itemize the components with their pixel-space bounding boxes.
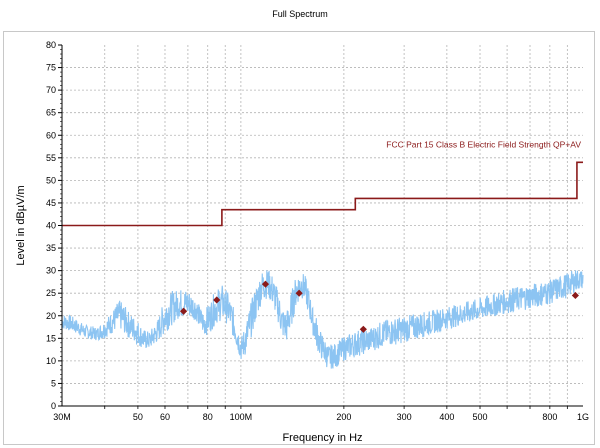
y-tick-label: 30 [46, 266, 56, 276]
y-tick-label: 60 [46, 130, 56, 140]
y-tick-label: 75 [46, 63, 56, 73]
x-tick-label: 50 [133, 412, 143, 422]
peak-marker [213, 296, 221, 304]
y-tick-label: 0 [51, 401, 56, 411]
y-tick-label: 35 [46, 243, 56, 253]
peak-marker [261, 280, 270, 288]
x-tick-label: 300 [397, 412, 412, 422]
limit-line [62, 161, 583, 227]
spectrum-trace [61, 270, 584, 369]
x-tick-label: 100M [230, 412, 253, 422]
peak-marker [571, 291, 579, 300]
y-axis-label: Level in dBµV/m [15, 185, 27, 265]
x-tick-label: 400 [439, 412, 454, 422]
y-tick-label: 20 [46, 311, 56, 321]
y-tick-label: 80 [46, 40, 56, 50]
chart-title: Full Spectrum [272, 9, 328, 19]
y-tick-label: 50 [46, 175, 56, 185]
x-axis-label: Frequency in Hz [282, 432, 362, 444]
x-tick-label: 800 [542, 412, 557, 422]
y-tick-label: 15 [46, 333, 56, 343]
limit-label: FCC Part 15 Class B Electric Field Stren… [386, 139, 581, 149]
axes [58, 44, 583, 409]
spectrum-series [61, 270, 584, 369]
y-tick-label: 40 [46, 221, 56, 231]
peak-marker [295, 289, 303, 297]
y-tick-label: 55 [46, 153, 56, 163]
y-tick-label: 70 [46, 85, 56, 95]
peak-marker [179, 307, 188, 315]
peak-marker [359, 325, 367, 333]
y-tick-label: 25 [46, 288, 56, 298]
y-tick-label: 5 [51, 378, 56, 388]
x-tick-label: 1G [577, 412, 589, 422]
x-tick-label: 500 [472, 412, 487, 422]
y-tick-label: 10 [46, 356, 56, 366]
chart-frame [3, 31, 595, 445]
labels: 0 5 10 15 20 25 30 35 40 45 50 55 60 65 70 75 80 30M 50 60 8… [15, 40, 589, 444]
x-tick-label: 60 [160, 412, 170, 422]
y-tick-label: 45 [46, 198, 56, 208]
limit-series [62, 161, 583, 227]
peak-markers [179, 280, 579, 333]
x-tick-label: 80 [203, 412, 213, 422]
y-tick-label: 65 [46, 108, 56, 118]
x-tick-label: 200 [336, 412, 351, 422]
x-tick-label: 30M [53, 412, 71, 422]
